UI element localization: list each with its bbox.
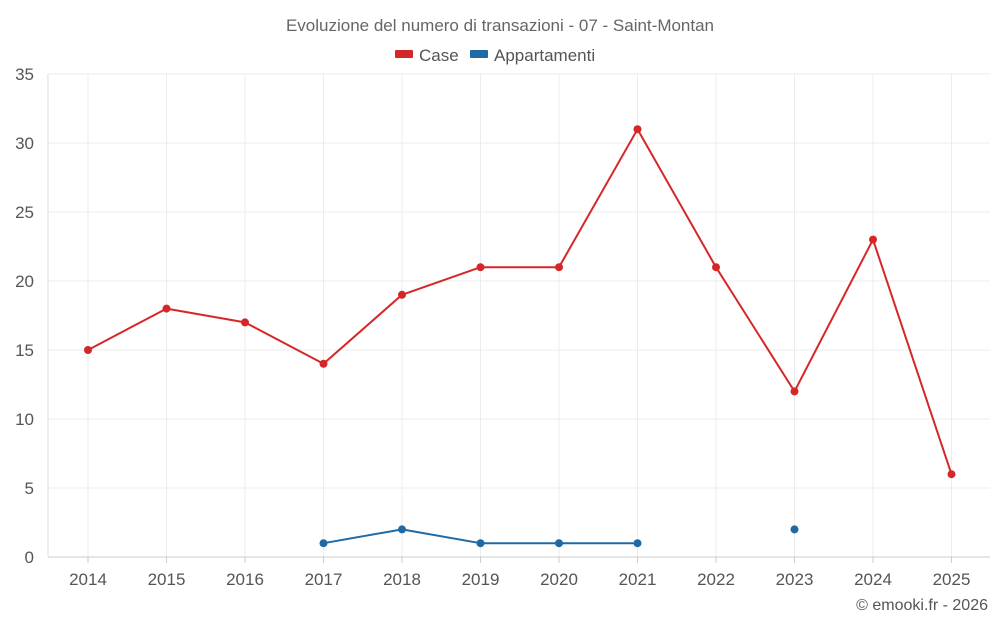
series-case xyxy=(84,125,956,479)
x-tick-label: 2024 xyxy=(854,570,892,589)
x-tick-label: 2023 xyxy=(776,570,814,589)
x-tick-label: 2019 xyxy=(462,570,500,589)
grid xyxy=(48,73,990,557)
data-point-case-2021[interactable] xyxy=(633,125,642,134)
legend: Case Appartamenti xyxy=(395,46,595,65)
series xyxy=(84,125,956,548)
data-point-case-2016[interactable] xyxy=(241,318,249,327)
x-tick-label: 2021 xyxy=(619,570,657,589)
data-point-appartamenti-2018[interactable] xyxy=(398,525,406,534)
legend-label-case: Case xyxy=(419,46,459,65)
y-tick-label: 25 xyxy=(15,203,34,222)
data-point-appartamenti-2017[interactable] xyxy=(319,539,328,548)
x-tick-label: 2025 xyxy=(933,570,971,589)
data-point-appartamenti-2023[interactable] xyxy=(790,525,799,534)
data-point-case-2017[interactable] xyxy=(319,359,328,368)
y-tick-label: 30 xyxy=(15,134,34,153)
legend-label-appartamenti: Appartamenti xyxy=(494,46,595,65)
x-tick-label: 2014 xyxy=(69,570,107,589)
x-tick-label: 2015 xyxy=(148,570,186,589)
credit-text: © emooki.fr - 2026 xyxy=(856,597,988,614)
data-point-case-2020[interactable] xyxy=(555,263,563,272)
data-point-case-2024[interactable] xyxy=(869,235,877,244)
y-tick-label: 0 xyxy=(25,548,34,567)
series-line-case xyxy=(87,128,953,475)
data-point-case-2015[interactable] xyxy=(162,304,171,313)
x-tick-label: 2018 xyxy=(383,570,421,589)
data-point-case-2022[interactable] xyxy=(712,263,720,272)
data-point-appartamenti-2020[interactable] xyxy=(555,539,563,548)
series-appartamenti xyxy=(319,525,799,548)
y-tick-label: 10 xyxy=(15,410,34,429)
data-point-appartamenti-2019[interactable] xyxy=(476,539,485,548)
legend-item-appartamenti[interactable]: Appartamenti xyxy=(470,46,595,65)
legend-swatch-case xyxy=(395,50,413,58)
data-point-appartamenti-2021[interactable] xyxy=(633,539,642,548)
data-point-case-2019[interactable] xyxy=(476,263,485,272)
y-tick-label: 20 xyxy=(15,272,34,291)
y-tick-label: 35 xyxy=(15,65,34,84)
x-tick-label: 2020 xyxy=(540,570,578,589)
x-tick-label: 2022 xyxy=(697,570,735,589)
x-tick-label: 2016 xyxy=(226,570,264,589)
y-tick-label: 5 xyxy=(25,479,34,498)
legend-swatch-appartamenti xyxy=(470,50,488,58)
data-point-case-2018[interactable] xyxy=(398,290,406,299)
y-tick-label: 15 xyxy=(15,341,34,360)
chart-title: Evoluzione del numero di transazioni - 0… xyxy=(286,16,714,35)
legend-item-case[interactable]: Case xyxy=(395,46,459,65)
data-point-case-2025[interactable] xyxy=(947,470,956,479)
x-tick-label: 2017 xyxy=(305,570,343,589)
data-point-case-2023[interactable] xyxy=(790,387,799,396)
data-point-case-2014[interactable] xyxy=(84,346,92,354)
